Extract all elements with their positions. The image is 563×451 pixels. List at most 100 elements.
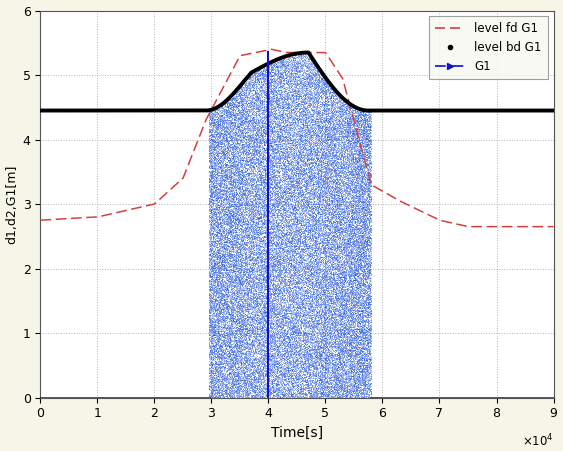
Point xyxy=(301,377,310,385)
Point xyxy=(264,325,273,332)
Point xyxy=(323,160,332,167)
Point xyxy=(227,291,236,298)
Point xyxy=(229,245,238,252)
Point xyxy=(288,152,297,159)
Point xyxy=(278,332,287,340)
Point xyxy=(310,230,319,237)
Point xyxy=(357,230,366,237)
Point xyxy=(345,325,354,332)
Point xyxy=(311,240,320,247)
Point xyxy=(217,169,226,176)
Point xyxy=(279,327,288,334)
Point xyxy=(265,204,274,211)
Point xyxy=(355,303,364,310)
Point xyxy=(281,375,290,382)
Point xyxy=(356,216,365,223)
Point xyxy=(278,215,287,222)
Point xyxy=(304,89,313,97)
Point xyxy=(363,369,372,376)
Point xyxy=(227,191,236,198)
Point xyxy=(332,317,341,324)
Point xyxy=(283,341,292,348)
Point xyxy=(262,121,271,128)
Point xyxy=(324,338,333,345)
Point xyxy=(211,360,220,367)
Point xyxy=(362,381,371,388)
Point xyxy=(354,376,363,383)
Point xyxy=(207,391,216,398)
Point xyxy=(271,223,280,230)
Point xyxy=(209,321,218,328)
Point xyxy=(260,306,269,313)
Point xyxy=(277,315,286,322)
Point xyxy=(311,338,320,345)
Point xyxy=(334,377,343,385)
Point xyxy=(260,230,269,238)
Point xyxy=(288,393,297,400)
Point xyxy=(291,92,300,99)
Point xyxy=(232,311,241,318)
Point xyxy=(298,207,307,214)
Point xyxy=(207,367,216,374)
Point xyxy=(217,139,226,146)
Point xyxy=(237,115,246,122)
Point xyxy=(303,370,312,377)
Point xyxy=(315,224,324,231)
Point xyxy=(227,167,236,174)
Point xyxy=(295,59,304,66)
Point xyxy=(226,207,235,215)
Point xyxy=(362,371,371,378)
Point xyxy=(208,150,217,157)
Point xyxy=(339,311,348,318)
Point xyxy=(345,147,354,154)
Point xyxy=(312,348,321,355)
Point xyxy=(231,276,240,283)
Point xyxy=(314,223,323,230)
Point xyxy=(327,334,336,341)
Point xyxy=(309,300,318,308)
Point xyxy=(278,250,287,258)
Point xyxy=(217,239,226,246)
Point xyxy=(213,387,222,395)
Point xyxy=(289,245,298,253)
Point xyxy=(276,236,285,244)
Point xyxy=(333,171,342,178)
Point xyxy=(227,184,236,191)
Point xyxy=(311,234,320,241)
Point xyxy=(236,268,245,276)
Point xyxy=(254,79,263,86)
Point xyxy=(297,106,306,113)
Point xyxy=(206,383,215,391)
Point xyxy=(276,332,285,339)
Point xyxy=(328,327,337,334)
Point xyxy=(358,292,367,299)
Point xyxy=(306,270,315,277)
Point xyxy=(226,346,235,354)
Point xyxy=(232,134,241,142)
Point xyxy=(209,328,218,336)
Point xyxy=(239,321,248,328)
Point xyxy=(274,359,283,367)
Point xyxy=(237,219,246,226)
Point xyxy=(332,230,341,237)
Point xyxy=(334,349,343,356)
Point xyxy=(239,189,248,197)
Point xyxy=(320,101,329,108)
Point xyxy=(328,358,337,365)
Point xyxy=(244,89,253,96)
Point xyxy=(345,283,354,290)
Point xyxy=(324,360,333,368)
Point xyxy=(287,318,296,325)
Point xyxy=(275,259,284,267)
Point xyxy=(314,99,323,106)
Point xyxy=(320,359,329,367)
Point xyxy=(362,329,371,336)
Point xyxy=(208,337,217,344)
Point xyxy=(339,306,348,313)
Point xyxy=(307,179,316,186)
Point xyxy=(323,273,332,281)
Point xyxy=(320,246,329,253)
Point xyxy=(279,188,288,195)
Point xyxy=(330,135,339,143)
Point xyxy=(212,124,221,131)
